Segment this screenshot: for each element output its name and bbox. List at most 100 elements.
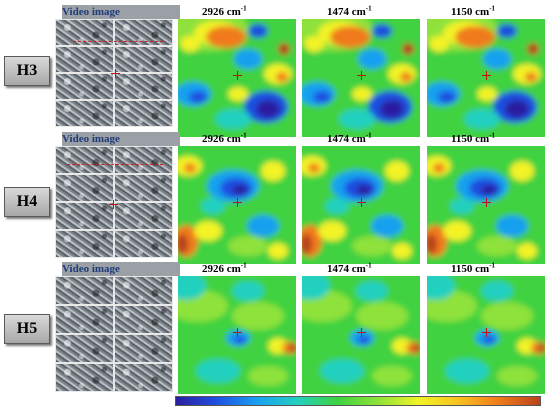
row-label-text: H4: [16, 193, 38, 210]
video-image-header: Video image: [62, 262, 180, 276]
heatmap-blob: [481, 281, 513, 301]
map-header-1474: 1474 cm-1: [327, 131, 372, 145]
intensity-colorbar: [175, 396, 541, 406]
heatmap-blob: [538, 344, 545, 352]
heatmap-canvas: [302, 19, 420, 137]
position-marker: [357, 328, 366, 337]
row-label-text: H5: [16, 320, 38, 337]
position-marker: [357, 71, 366, 80]
ir-map-h5-1474: [302, 276, 420, 394]
heatmap-blob: [313, 91, 331, 103]
row-label-text: H3: [16, 62, 38, 79]
map-header-2926: 2926 cm-1: [202, 131, 247, 145]
heatmap-canvas: [427, 276, 545, 394]
heatmap-blob: [505, 100, 529, 118]
heatmap-blob: [372, 24, 392, 38]
ir-map-h3-1150: [427, 19, 545, 137]
heatmap-blob: [304, 36, 324, 52]
map-header-1150: 1150 cm-1: [451, 4, 496, 18]
heatmap-blob: [352, 236, 392, 256]
heatmap-blob: [356, 185, 372, 195]
map-header-1150: 1150 cm-1: [451, 131, 496, 145]
heatmap-blob: [477, 87, 497, 101]
heatmap-blob: [302, 234, 312, 254]
heatmap-blob: [289, 344, 296, 352]
ir-map-h4-1474: [302, 146, 420, 264]
heatmap-blob: [427, 234, 437, 254]
position-marker: [111, 69, 120, 78]
heatmap-blob: [371, 215, 403, 237]
position-marker: [482, 71, 491, 80]
heatmap-blob: [232, 281, 264, 301]
ir-map-h3-1474: [302, 19, 420, 137]
heatmap-blob: [178, 276, 206, 300]
heatmap-blob: [433, 163, 445, 173]
heatmap-blob: [481, 185, 497, 195]
heatmap-blob: [400, 72, 412, 82]
heatmap-blob: [247, 215, 279, 237]
heatmap-blob: [517, 243, 537, 259]
heatmap-blob: [496, 215, 528, 237]
heatmap-blob: [278, 43, 290, 55]
row-label-h5: H5: [4, 314, 50, 344]
heatmap-blob: [206, 26, 246, 48]
heatmap-blob: [481, 302, 533, 330]
heatmap-blob: [525, 72, 537, 82]
heatmap-blob: [248, 24, 268, 38]
heatmap-blob: [228, 236, 268, 256]
heatmap-blob: [180, 36, 200, 52]
heatmap-blob: [308, 163, 320, 173]
ir-map-h3-2926: [178, 19, 296, 137]
heatmap-blob: [427, 276, 455, 300]
heatmap-blob: [194, 221, 222, 241]
heatmap-blob: [339, 109, 375, 129]
map-header-2926: 2926 cm-1: [202, 4, 247, 18]
heatmap-blob: [385, 161, 409, 181]
heatmap-blob: [413, 344, 420, 352]
heatmap-blob: [256, 100, 280, 118]
row-label-h4: H4: [4, 187, 50, 217]
heatmap-blob: [438, 91, 456, 103]
heatmap-blob: [330, 26, 370, 48]
heatmap-blob: [276, 72, 288, 82]
video-image-h5: [55, 276, 173, 392]
heatmap-blob: [356, 281, 388, 301]
position-marker: [233, 198, 242, 207]
position-marker: [357, 198, 366, 207]
heatmap-blob: [372, 366, 412, 386]
video-image-header: Video image: [62, 5, 180, 19]
video-image-header: Video image: [62, 132, 180, 146]
heatmap-blob: [510, 161, 534, 181]
heatmap-blob: [318, 221, 346, 241]
ir-map-h5-1150: [427, 276, 545, 394]
heatmap-blob: [234, 49, 262, 69]
ir-map-h4-1150: [427, 146, 545, 264]
heatmap-blob: [325, 198, 349, 214]
heatmap-blob: [358, 49, 386, 69]
heatmap-canvas: [178, 146, 296, 264]
heatmap-blob: [429, 36, 449, 52]
heatmap-blob: [450, 198, 474, 214]
heatmap-blob: [248, 366, 288, 386]
ir-map-h5-2926: [178, 276, 296, 394]
heatmap-blob: [320, 359, 364, 383]
map-header-1474: 1474 cm-1: [327, 261, 372, 275]
heatmap-blob: [497, 24, 517, 38]
heatmap-blob: [455, 26, 495, 48]
heatmap-blob: [228, 87, 248, 101]
heatmap-blob: [445, 359, 489, 383]
heatmap-blob: [261, 161, 285, 181]
heatmap-blob: [178, 234, 188, 254]
heatmap-blob: [464, 109, 500, 129]
heatmap-blob: [184, 163, 196, 173]
heatmap-blob: [196, 359, 240, 383]
heatmap-blob: [268, 243, 288, 259]
position-marker: [482, 328, 491, 337]
heatmap-blob: [402, 43, 414, 55]
heatmap-blob: [477, 236, 517, 256]
heatmap-blob: [356, 302, 408, 330]
measurement-line: [67, 164, 163, 165]
heatmap-blob: [215, 109, 251, 129]
position-marker: [233, 328, 242, 337]
heatmap-blob: [497, 366, 537, 386]
